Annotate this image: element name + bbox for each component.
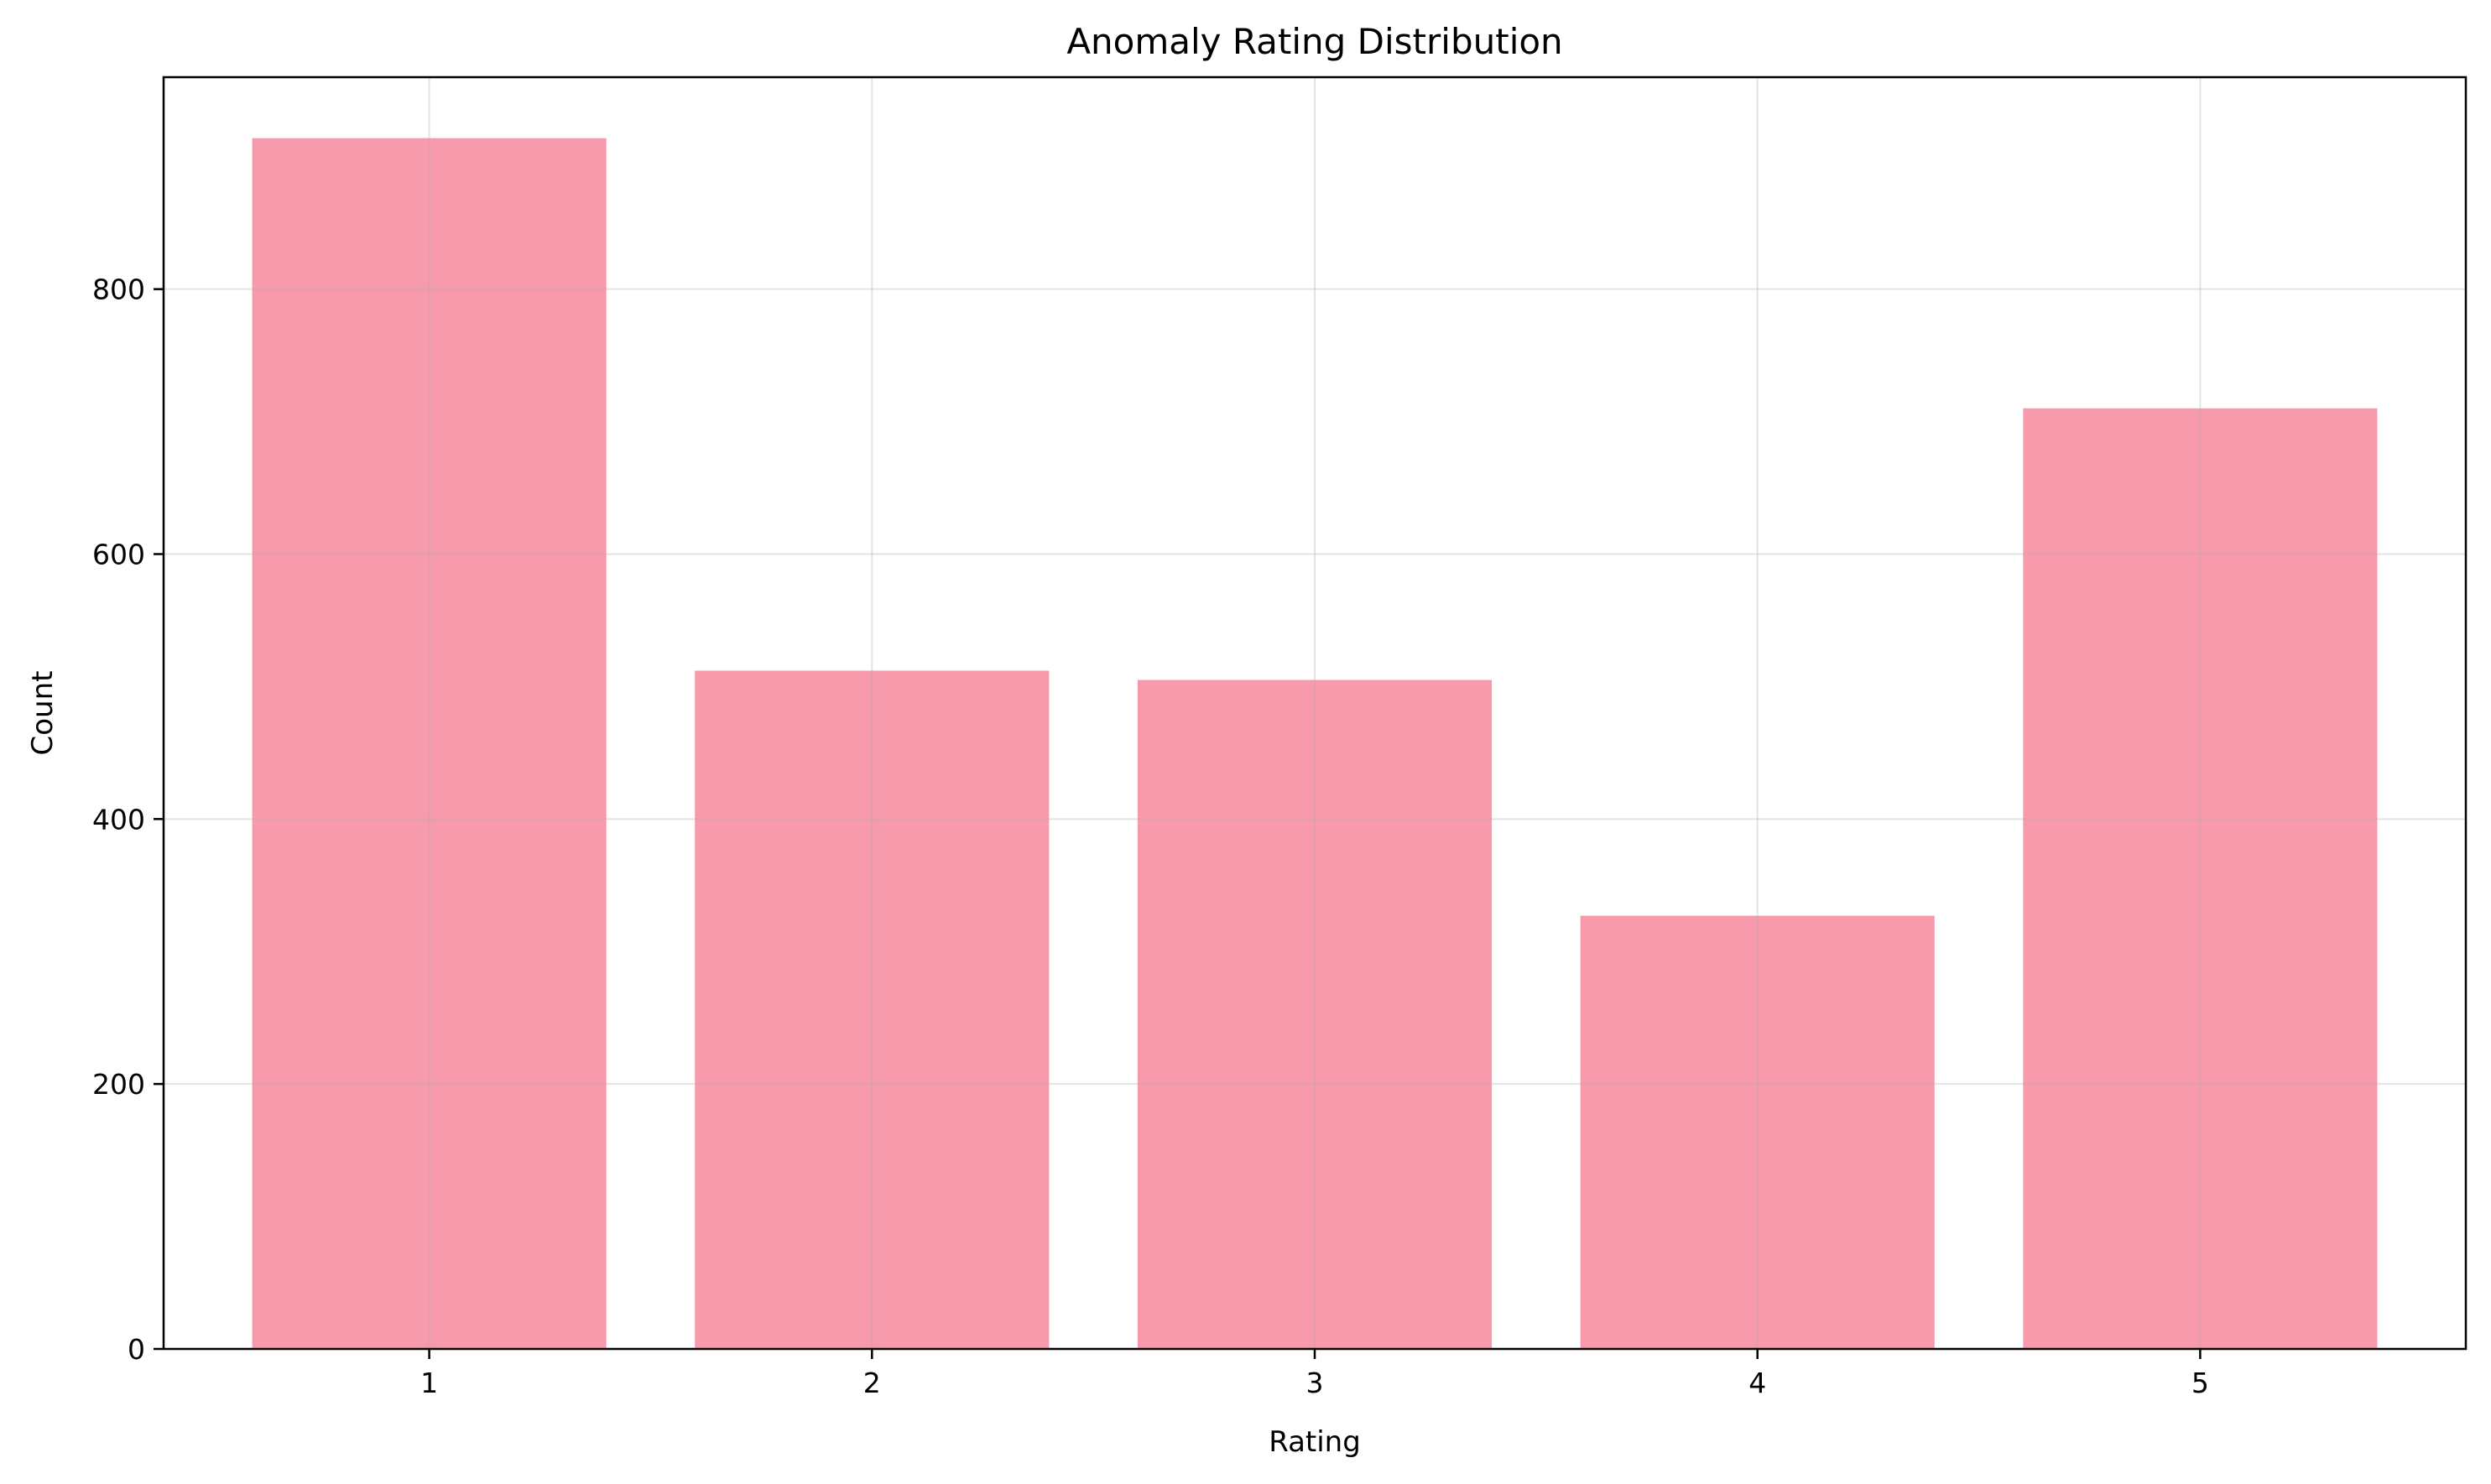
- x-tick-label: 5: [2191, 1367, 2209, 1399]
- bar-rating-3: [1137, 680, 1493, 1349]
- bar-rating-2: [695, 670, 1050, 1349]
- bar-rating-4: [1580, 915, 1935, 1349]
- y-tick-label: 600: [92, 539, 145, 571]
- chart-title: Anomaly Rating Distribution: [1066, 21, 1562, 62]
- bar-rating-5: [2023, 408, 2378, 1350]
- x-axis-label: Rating: [1269, 1425, 1361, 1459]
- bar-rating-1: [252, 138, 607, 1350]
- grid: [164, 77, 2466, 1350]
- y-tick-label: 200: [92, 1068, 145, 1101]
- bars: [252, 138, 2378, 1350]
- y-tick-label: 0: [128, 1333, 145, 1366]
- y-axis-label: Count: [26, 671, 60, 756]
- axis-ticks: 0 200 400 600 800 1 2 3 4 5: [92, 273, 2209, 1399]
- x-tick-label: 3: [1306, 1367, 1324, 1399]
- x-tick-label: 2: [863, 1367, 881, 1399]
- y-tick-label: 400: [92, 803, 145, 836]
- x-tick-label: 1: [420, 1367, 438, 1399]
- y-tick-label: 800: [92, 273, 145, 306]
- x-tick-label: 4: [1748, 1367, 1766, 1399]
